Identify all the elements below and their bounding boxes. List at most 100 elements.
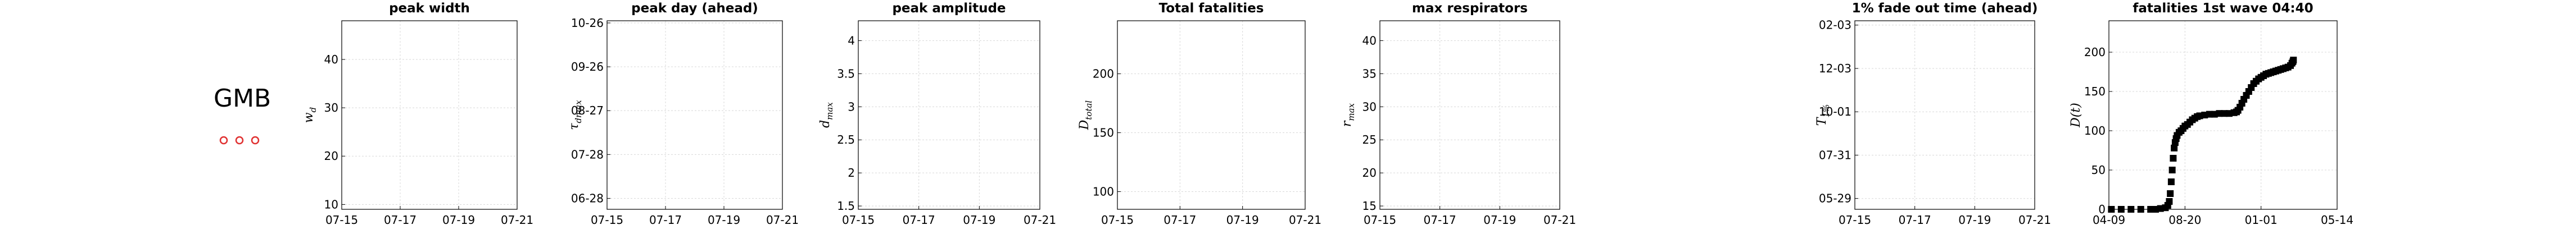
y-tick-label: 30 (324, 101, 338, 114)
x-tick-label: 07-15 (1101, 213, 1134, 227)
y-tick-label: 3 (848, 100, 855, 113)
data-point (2168, 167, 2176, 173)
y-tick-label: 4 (848, 34, 855, 47)
y-tick-label: 10-01 (1819, 105, 1851, 118)
country-label: GMB (214, 84, 271, 113)
x-tick-label: 08-20 (2168, 213, 2201, 227)
y-tick-label: 2 (848, 166, 855, 180)
y-tick-label: 150 (1093, 126, 1114, 140)
y-tick-label: 1.5 (837, 199, 855, 213)
plot-frame (858, 20, 1040, 210)
y-tick-label: 02-03 (1819, 19, 1851, 32)
y-tick-label: 25 (1362, 133, 1377, 146)
x-tick-label: 07-17 (384, 213, 416, 227)
y-axis-label: rmax (1340, 103, 1356, 127)
x-tick-label: 07-21 (1543, 213, 1576, 227)
data-point (2108, 206, 2115, 213)
y-tick-label: 08-27 (571, 104, 604, 117)
chart-panel: fatalities 1st wave 04:40 04-09 08-20 01-01… (2069, 1, 2353, 227)
y-tick-label: 0 (2098, 203, 2106, 216)
y-tick-label: 200 (2084, 45, 2106, 59)
x-tick-label: 07-19 (1958, 213, 1991, 227)
plot-frame (1117, 20, 1306, 210)
y-tick-label: 20 (324, 149, 338, 163)
x-tick-label: 07-15 (1839, 213, 1871, 227)
x-tick-label: 07-21 (766, 213, 799, 227)
data-point (2117, 206, 2125, 213)
x-tick-label: 07-21 (2018, 213, 2051, 227)
x-tick-label: 07-17 (1163, 213, 1196, 227)
plot-frame (341, 20, 518, 210)
y-axis-label: D(t) (2069, 103, 2083, 128)
x-tick-label: 07-21 (501, 213, 533, 227)
x-tick-label: 07-19 (1226, 213, 1259, 227)
chart-panel: peak day (ahead) 07-15 07-17 07-19 07-21 06-2… (567, 1, 799, 227)
x-tick-label: 07-17 (903, 213, 935, 227)
legend-dot (235, 136, 244, 145)
legend-dots (219, 136, 260, 145)
x-tick-label: 04-09 (2093, 213, 2125, 227)
plot-frame (606, 20, 783, 210)
x-tick-label: 01-01 (2245, 213, 2278, 227)
chart-panel: 1% fade out time (ahead) 07-15 07-17 07-19 0… (1815, 1, 2051, 227)
x-tick-label: 07-19 (1483, 213, 1516, 227)
y-tick-label: 20 (1362, 166, 1377, 180)
chart-panel: max respirators 07-15 07-17 07-19 07-21 15 20 2… (1340, 1, 1576, 227)
x-tick-label: 07-17 (649, 213, 682, 227)
y-axis-label: dmax (818, 102, 835, 128)
data-point (2137, 206, 2144, 213)
y-axis-label: Dtotal (1078, 100, 1094, 131)
x-tick-label: 07-19 (963, 213, 995, 227)
y-tick-label: 06-28 (571, 191, 604, 205)
y-tick-label: 100 (1093, 185, 1114, 199)
data-point (2290, 57, 2297, 63)
y-tick-label: 30 (1362, 100, 1377, 113)
y-tick-label: 50 (2091, 163, 2106, 177)
y-tick-label: 200 (1093, 67, 1114, 81)
plot-frame (2108, 20, 2338, 210)
chart-title: peak day (ahead) (631, 1, 758, 16)
chart-title: Total fatalities (1159, 1, 1264, 16)
data-point (2170, 155, 2177, 162)
x-tick-label: 07-15 (591, 213, 623, 227)
y-tick-label: 12-03 (1819, 62, 1851, 75)
y-tick-label: 40 (324, 53, 338, 66)
chart-title: 1% fade out time (ahead) (1852, 1, 2038, 16)
y-tick-label: 100 (2084, 124, 2106, 137)
y-axis-label: τdmax (567, 100, 583, 130)
chart-panel: Total fatalities 07-15 07-17 07-19 07-21 100 1… (1078, 1, 1321, 227)
y-tick-label: 15 (1362, 199, 1377, 213)
x-tick-label: 07-15 (842, 213, 875, 227)
x-tick-label: 07-17 (1899, 213, 1931, 227)
x-tick-label: 07-15 (1364, 213, 1396, 227)
x-tick-label: 07-17 (1424, 213, 1456, 227)
x-tick-label: 07-15 (325, 213, 358, 227)
y-tick-label: 07-31 (1819, 148, 1851, 162)
chart-panel: peak width 07-15 07-17 07-19 07-21 10 20 30 40 wd (302, 1, 533, 227)
y-tick-label: 05-29 (1819, 192, 1851, 205)
y-tick-label: 09-26 (571, 60, 604, 74)
y-tick-label: 10 (324, 198, 338, 211)
chart-title: peak amplitude (892, 1, 1006, 16)
legend-dot (251, 136, 260, 145)
legend-dot (219, 136, 228, 145)
x-tick-label: 07-19 (708, 213, 740, 227)
y-tick-label: 3.5 (837, 67, 855, 80)
data-point (2167, 178, 2175, 185)
plot-frame (1379, 20, 1560, 210)
chart-title: peak width (389, 1, 470, 16)
chart-panel: peak amplitude 07-15 07-17 07-19 07-21 1.5 2 2.… (818, 1, 1056, 227)
chart-title: max respirators (1412, 1, 1528, 16)
x-tick-label: 07-21 (1024, 213, 1056, 227)
plot-frame (1854, 20, 2035, 210)
data-point (2127, 206, 2135, 213)
y-tick-label: 2.5 (837, 133, 855, 146)
y-tick-label: 150 (2084, 85, 2106, 98)
x-tick-label: 07-19 (442, 213, 475, 227)
y-tick-label: 40 (1362, 34, 1377, 47)
data-point (2166, 198, 2173, 205)
y-axis-label: T1% (1815, 104, 1831, 126)
x-tick-label: 07-21 (1289, 213, 1321, 227)
x-tick-label: 05-14 (2321, 213, 2353, 227)
